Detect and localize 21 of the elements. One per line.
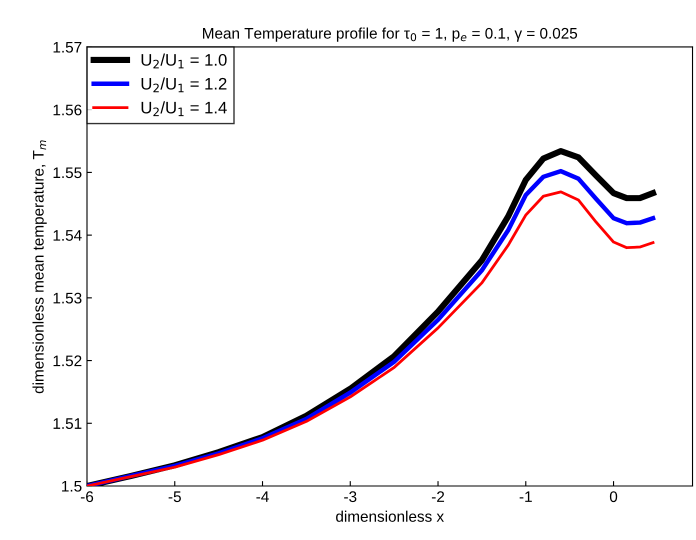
x-tick-label: -3 xyxy=(344,491,356,502)
y-tick-label: 1.57 xyxy=(54,42,82,53)
chart-title: Mean Temperature profile for τ$_{0}$ = 1, p$_{e}$ = 0.1, γ = 0.025 xyxy=(203,27,578,42)
x-tick-label: 0 xyxy=(610,491,618,502)
y-tick-label: 1.5 xyxy=(62,481,82,492)
x-tick-label: -1 xyxy=(520,491,532,502)
x-tick-label: -4 xyxy=(256,491,269,502)
y-tick-label: 1.51 xyxy=(54,418,82,429)
x-tick-label: -6 xyxy=(80,491,94,502)
x-tick-label: -5 xyxy=(168,491,181,502)
legend-label: U$_{2}$/U$_{1}$ = 1.2 xyxy=(142,77,226,92)
y-tick-label: 1.53 xyxy=(54,292,82,304)
y-tick-label: 1.55 xyxy=(54,167,82,178)
legend-label: U$_{2}$/U$_{1}$ = 1.4 xyxy=(142,101,227,116)
y-axis-title: dimensionless mean temperature, T$_{m}$ xyxy=(32,140,47,394)
y-tick-label: 1.52 xyxy=(54,355,82,366)
legend-label: U$_{2}$/U$_{1}$ = 1.0 xyxy=(142,54,227,68)
y-tick-label: 1.56 xyxy=(54,104,82,116)
y-tick-label: 1.54 xyxy=(54,230,82,241)
x-tick-label: -2 xyxy=(432,491,444,502)
x-axis-title: dimensionless x xyxy=(336,510,444,522)
